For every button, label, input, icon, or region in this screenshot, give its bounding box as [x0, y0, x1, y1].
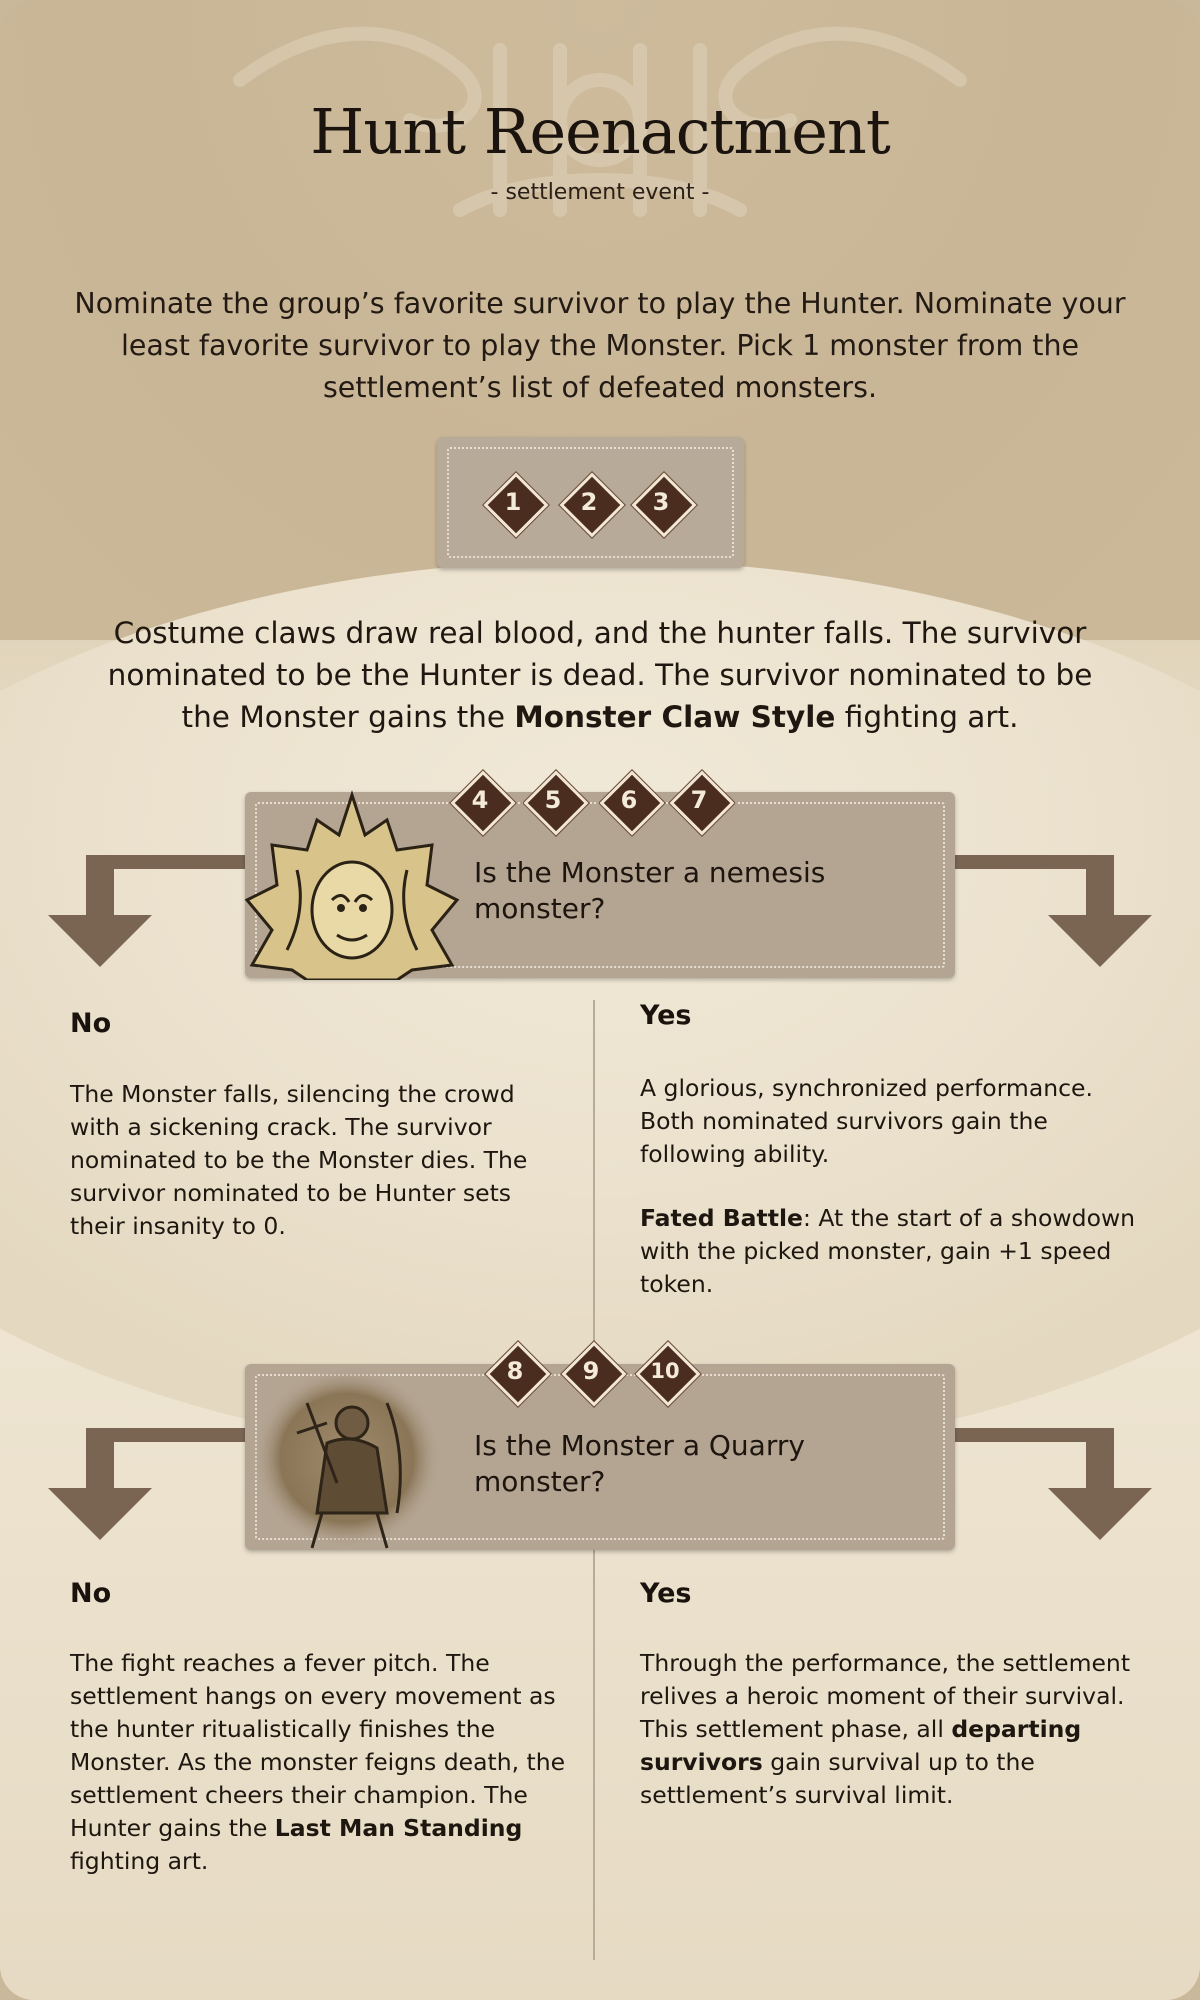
- roll-number: 7: [690, 786, 708, 814]
- roll-number: 10: [650, 1359, 680, 1383]
- card-title: Hunt Reenactment: [310, 95, 890, 168]
- branch-arrow-left-icon: [48, 1428, 250, 1540]
- no-text-8-10-bold: Last Man Standing: [274, 1814, 523, 1842]
- roll-diamond-7: 7: [669, 770, 735, 836]
- branch-arrow-right-icon: [950, 1428, 1152, 1540]
- roll-diamond-10: 10: [635, 1341, 701, 1407]
- roll-number: 4: [471, 786, 489, 814]
- no-heading-4-7: No: [70, 1008, 112, 1039]
- roll-number: 6: [620, 786, 638, 814]
- card-subtitle: - settlement event -: [490, 180, 710, 205]
- result-1-3-post: fighting art.: [835, 700, 1019, 734]
- yes-text-8-10: Through the performance, the settlement …: [640, 1647, 1140, 1812]
- roll-number: 9: [582, 1357, 600, 1385]
- roll-number: 2: [580, 488, 598, 516]
- no-heading-8-10: No: [70, 1578, 112, 1609]
- roll-diamond-2: 2: [559, 472, 625, 538]
- background-curve: [0, 560, 1200, 1460]
- no-text-4-7: The Monster falls, silencing the crowd w…: [70, 1080, 528, 1240]
- intro-text: Nominate the group’s favorite survivor t…: [74, 287, 1126, 404]
- roll-diamond-1: 1: [483, 472, 549, 538]
- hunter-portrait-icon: [252, 1366, 442, 1550]
- ability-name: Fated Battle: [640, 1204, 803, 1232]
- branch-arrow-right-icon: [950, 855, 1152, 967]
- yes-text-8-10-post: gain survival up to the settlement’s sur…: [640, 1748, 1035, 1809]
- yes-text-8-10-pre: Through the performance, the settlement …: [640, 1649, 1131, 1743]
- no-text-8-10: The fight reaches a fever pitch. The set…: [70, 1647, 570, 1878]
- yes-text-8-10-bold: departing survivors: [640, 1715, 1082, 1776]
- horned-monster-portrait-icon: [244, 790, 460, 980]
- roll-number: 1: [504, 488, 522, 516]
- yes-heading-4-7: Yes: [640, 1000, 692, 1031]
- roll-diamond-8: 8: [485, 1341, 551, 1407]
- ability-text: : At the start of a showdown with the pi…: [640, 1204, 1136, 1298]
- result-1-3-pre: Costume claws draw real blood, and the h…: [107, 616, 1093, 734]
- roll-number: 3: [652, 488, 670, 516]
- yes-text-4-7: A glorious, synchronized performance. Bo…: [640, 1074, 1093, 1168]
- roll-diamond-6: 6: [599, 770, 665, 836]
- roll-number: 5: [544, 786, 562, 814]
- no-text-8-10-post: fighting art.: [70, 1847, 209, 1875]
- result-1-3-bold: Monster Claw Style: [514, 700, 836, 734]
- roll-diamond-4: 4: [450, 770, 516, 836]
- yes-ability-4-7: Fated Battle: At the start of a showdown…: [640, 1202, 1140, 1301]
- ornament-watermark-icon: [233, 26, 967, 217]
- question-8-10-text: Is the Monster a Quarry monster?: [474, 1429, 805, 1498]
- branch-arrow-left-icon: [48, 855, 250, 967]
- no-text-8-10-pre: The fight reaches a fever pitch. The set…: [70, 1649, 566, 1842]
- roll-diamond-3: 3: [631, 472, 697, 538]
- roll-diamond-5: 5: [523, 770, 589, 836]
- yes-heading-8-10: Yes: [640, 1578, 692, 1609]
- question-4-7-text: Is the Monster a nemesis monster?: [474, 856, 826, 925]
- roll-diamond-9: 9: [561, 1341, 627, 1407]
- roll-number: 8: [506, 1357, 524, 1385]
- result-1-3-text: Costume claws draw real blood, and the h…: [80, 612, 1120, 738]
